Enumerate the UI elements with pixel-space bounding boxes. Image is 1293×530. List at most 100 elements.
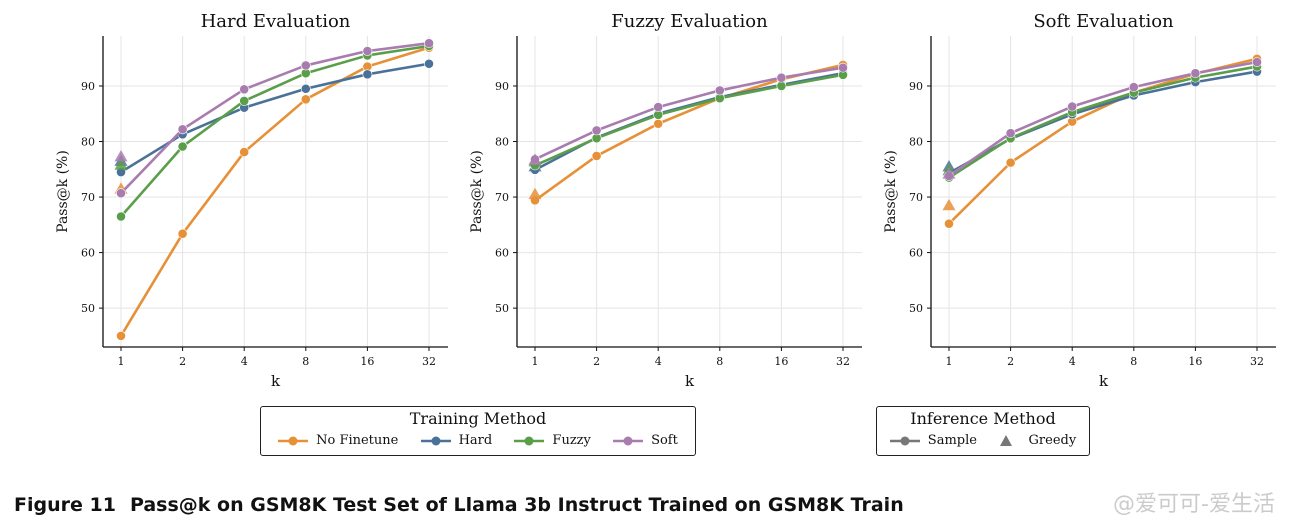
series-line	[948, 60, 1258, 178]
series-soft	[114, 38, 434, 199]
inference-method-legend: Inference Method Sample Greedy	[876, 406, 1090, 456]
inference-legend-items: Sample Greedy	[883, 433, 1083, 448]
series-fuzzy	[114, 41, 434, 222]
x-tick-label: 1	[946, 355, 953, 368]
series-line	[120, 44, 430, 218]
y-tick-label: 50	[495, 302, 509, 315]
series-hard	[942, 66, 1262, 179]
y-tick-label: 90	[909, 80, 923, 93]
legend-item-sample: Sample	[889, 433, 977, 448]
figure-panels: 1 2 4 8 16 32 50 60 70 80 90 Hard Evaluation k Pass@k…	[55, 11, 1276, 390]
watermark: @爱可可-爱生活	[1113, 492, 1275, 517]
y-tick-label: 60	[81, 247, 95, 260]
series-line	[948, 65, 1258, 179]
x-tick-label: 16	[1188, 355, 1202, 368]
data-point	[591, 125, 602, 136]
legend-swatch	[278, 436, 309, 445]
legend-label: Greedy	[1028, 433, 1077, 448]
data-point	[239, 84, 250, 95]
figure-caption: Figure 11 Pass@k on GSM8K Test Set of Lla…	[14, 494, 904, 516]
panel-soft-evaluation: 1 2 4 8 16 32 50 60 70 80 90 Soft Evaluation k Pass@k…	[883, 11, 1276, 390]
series-line	[534, 73, 844, 167]
data-point	[177, 228, 188, 239]
x-tick-label: 32	[836, 355, 850, 368]
series-hard	[528, 68, 848, 175]
training-legend-items: No Finetune Hard Fuzzy Soft	[267, 433, 689, 448]
data-point	[424, 58, 434, 69]
x-tick-label: 2	[593, 355, 600, 368]
x-tick-label: 16	[360, 355, 374, 368]
series-line	[534, 63, 844, 202]
data-point	[300, 60, 311, 71]
series-line	[534, 66, 844, 161]
legend-item-fuzzy: Fuzzy	[514, 433, 591, 448]
series-line	[120, 41, 430, 195]
x-tick-label: 32	[1250, 355, 1264, 368]
data-point	[177, 124, 188, 135]
inference-legend-title: Inference Method	[910, 409, 1056, 428]
series-soft	[942, 57, 1262, 181]
legend-label: No Finetune	[316, 433, 399, 448]
greedy-marker	[528, 153, 542, 165]
y-tick-label: 70	[495, 191, 509, 204]
data-point	[776, 81, 787, 91]
x-tick-label: 8	[1130, 355, 1137, 368]
y-tick-label: 50	[81, 302, 95, 315]
data-point	[116, 330, 126, 341]
panel-title: Hard Evaluation	[201, 11, 351, 32]
data-point	[591, 151, 602, 161]
x-axis-label: k	[1099, 372, 1109, 390]
data-point	[116, 188, 126, 199]
greedy-marker	[114, 158, 128, 170]
greedy-marker	[528, 187, 542, 200]
x-axis-label: k	[271, 372, 281, 390]
legend-item-hard: Hard	[420, 433, 493, 448]
y-tick-label: 70	[909, 191, 923, 204]
data-point	[239, 96, 250, 106]
data-point	[1005, 128, 1016, 139]
series-line	[534, 71, 844, 171]
greedy-marker	[114, 150, 128, 162]
data-point	[116, 211, 126, 222]
data-point	[1067, 101, 1078, 112]
legend-item-no-finetune: No Finetune	[278, 433, 398, 448]
y-tick-label: 80	[909, 136, 923, 149]
data-point	[776, 72, 787, 83]
legend-label: Soft	[651, 433, 678, 448]
series-line	[119, 46, 430, 337]
data-point	[424, 38, 434, 49]
x-tick-label: 2	[1007, 355, 1014, 368]
series-line	[948, 70, 1258, 175]
data-point	[177, 141, 188, 152]
legend-swatch	[889, 436, 920, 445]
legend-swatch	[999, 434, 1012, 446]
x-tick-label: 2	[179, 355, 186, 368]
greedy-marker	[942, 198, 956, 211]
y-tick-label: 50	[909, 302, 923, 315]
x-tick-label: 4	[241, 355, 248, 368]
legend-label: Sample	[927, 433, 977, 448]
x-tick-label: 8	[302, 355, 309, 368]
y-axis-label: Pass@k (%)	[883, 150, 899, 233]
legend-swatch	[420, 436, 451, 445]
x-tick-label: 1	[532, 355, 539, 368]
y-tick-label: 60	[909, 247, 923, 260]
panel-title: Soft Evaluation	[1033, 11, 1174, 32]
series-soft	[528, 62, 848, 165]
data-point	[1128, 82, 1139, 92]
training-method-legend: Training Method No Finetune Hard Fuzzy Soft	[260, 406, 696, 456]
legend-label: Hard	[458, 433, 493, 448]
y-axis-label: Pass@k (%)	[469, 150, 485, 233]
data-point	[714, 85, 725, 96]
panel-title: Fuzzy Evaluation	[611, 11, 768, 32]
caption-number: Figure 11	[14, 494, 116, 516]
data-point	[653, 118, 664, 129]
x-tick-label: 4	[655, 355, 662, 368]
series-fuzzy	[528, 69, 848, 171]
greedy-marker	[942, 167, 956, 179]
caption-text: Pass@k on GSM8K Test Set of Llama 3b Ins…	[129, 494, 904, 516]
data-point	[362, 69, 373, 80]
legend-item-greedy: Greedy	[991, 433, 1077, 448]
training-legend-title: Training Method	[409, 409, 547, 428]
data-point	[838, 62, 848, 73]
